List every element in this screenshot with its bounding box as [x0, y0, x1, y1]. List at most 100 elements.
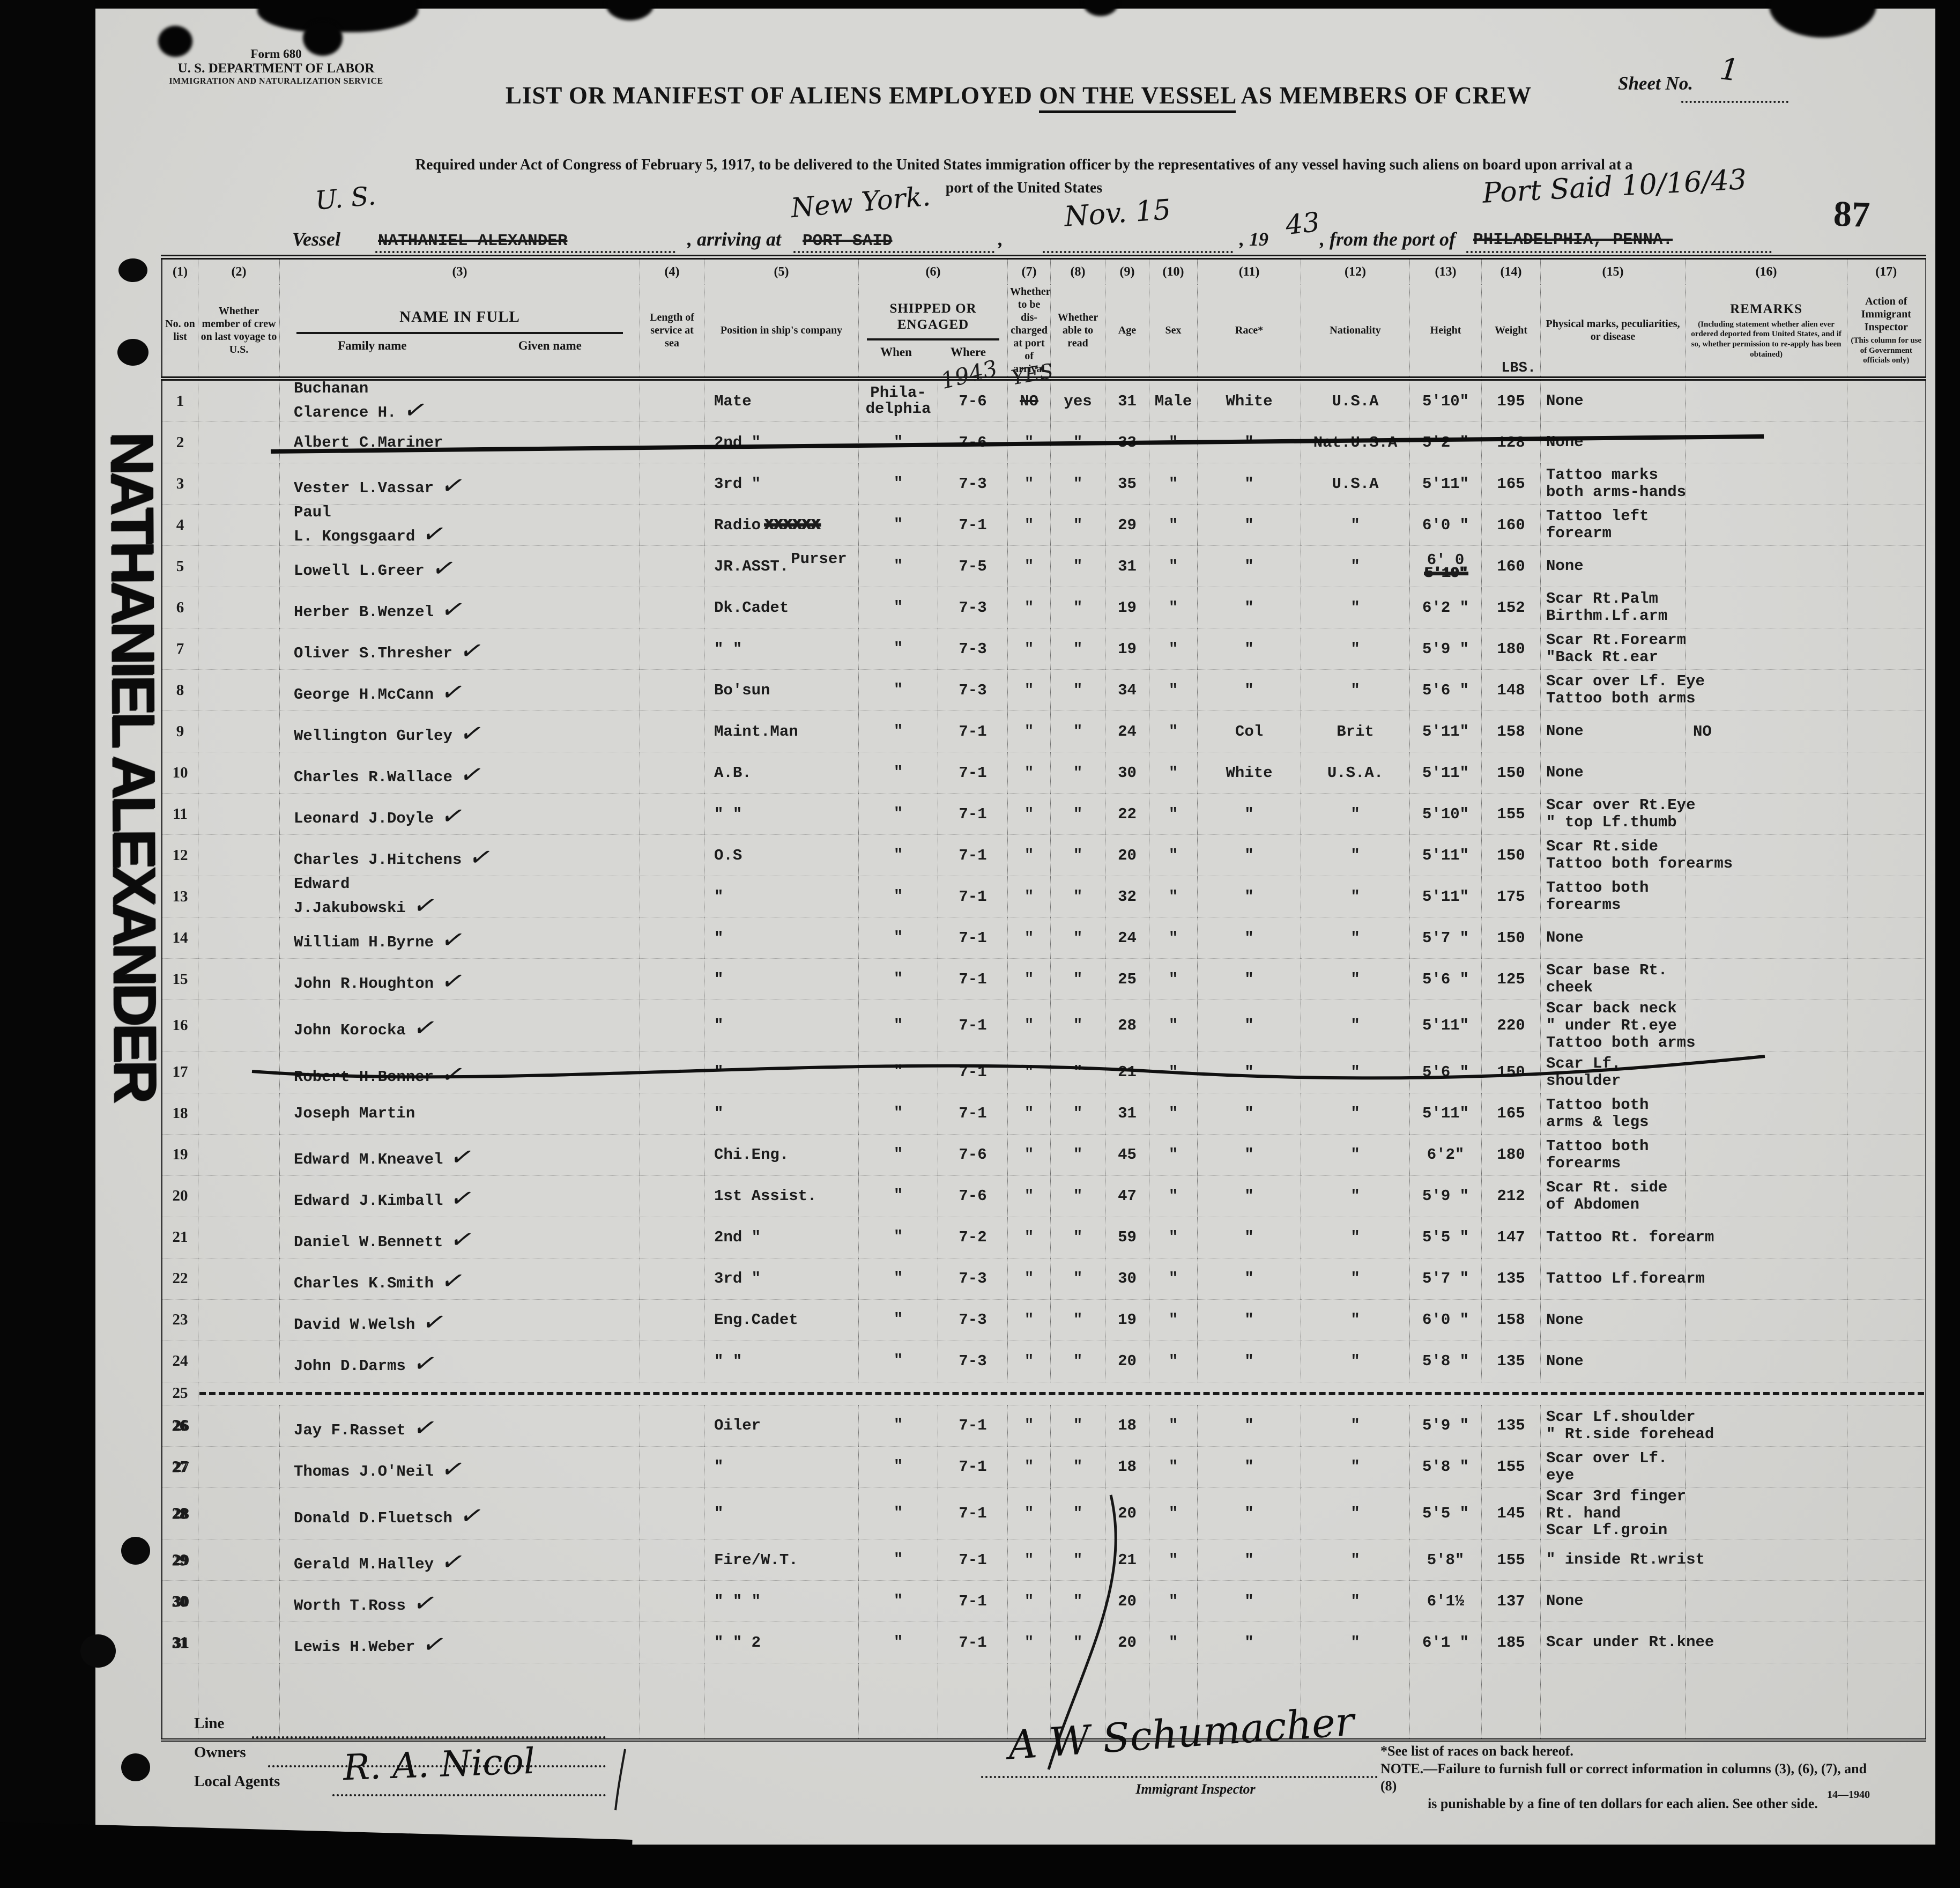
cell-able-to-read: " — [1050, 958, 1105, 1000]
cell-shipped-where: 7-3 — [938, 587, 1008, 628]
cell-row-number: 16 — [161, 999, 198, 1052]
cell-age: 19 — [1105, 628, 1149, 670]
cell-inspector-action — [1847, 999, 1926, 1052]
cell-height: 5'5 " — [1409, 1217, 1482, 1258]
cell-shipped-where: 7-3 — [938, 628, 1008, 670]
cell-nationality: " — [1301, 1299, 1410, 1341]
cell-physical-marks: Scar base Rt. cheek — [1540, 958, 1686, 1000]
manifest-row: 23 David W.Welsh ✓ Eng.Cadet " 7-3 " " 19… — [161, 1299, 1926, 1341]
cell-age: 24 — [1105, 917, 1149, 959]
manifest-row: 24 John D.Darms ✓ " " " 7-3 " " 20 " " " … — [161, 1341, 1926, 1382]
cell-able-to-read: " — [1050, 1299, 1105, 1341]
cell-age: 20 — [1105, 1487, 1149, 1539]
cell-age: 45 — [1105, 1134, 1149, 1176]
cell-physical-marks: None — [1540, 545, 1686, 587]
cell-age: 34 — [1105, 669, 1149, 711]
cell-row-number: 18 — [161, 1093, 198, 1135]
checkmark-icon: ✓ — [456, 1499, 487, 1532]
cell-physical-marks: Scar Rt.side Tattoo both forearms — [1540, 834, 1733, 876]
cell-nationality: " — [1301, 628, 1410, 670]
manifest-row: 27 Thomas J.O'Neil ✓ " " 7-1 " " 18 " " "… — [161, 1446, 1926, 1488]
cell-row-number: 28 — [161, 1487, 198, 1539]
cell-height: 5'11" — [1409, 1093, 1482, 1135]
cell-height: 6'2" — [1409, 1134, 1482, 1176]
cell-weight: 135 — [1481, 1405, 1541, 1447]
cell-nationality: U.S.A — [1301, 463, 1410, 505]
col-header-marks: Physical marks, peculiarities, or diseas… — [1540, 284, 1686, 381]
col-header-nationality: Nationality — [1301, 284, 1410, 381]
cell-position: 3rd " — [704, 1258, 859, 1300]
cell-sex: " — [1149, 1539, 1198, 1581]
col-header-length-service: Length of service at sea — [640, 284, 704, 381]
cell-length-service — [640, 463, 704, 505]
cell-position: 2nd " — [704, 1217, 859, 1258]
cell-member-last-voyage — [198, 917, 280, 959]
cell-nationality: " — [1301, 876, 1410, 917]
cell-able-to-read: " — [1050, 917, 1105, 959]
cell-nationality: " — [1301, 793, 1410, 835]
cell-discharged: " — [1007, 876, 1051, 917]
cell-shipped-where: 7-3 — [938, 463, 1008, 505]
cell-shipped-when: " — [858, 958, 938, 1000]
cell-shipped-where: 7-1 — [938, 876, 1008, 917]
cell-member-last-voyage — [198, 379, 280, 422]
cell-row-number: 24 — [161, 1341, 198, 1382]
cell-nationality: " — [1301, 545, 1410, 587]
cell-member-last-voyage — [198, 669, 280, 711]
cell-discharged: " — [1007, 669, 1051, 711]
cell-weight: 137 — [1481, 1580, 1541, 1622]
cell-discharged: " — [1007, 1580, 1051, 1622]
checkmark-icon: ✓ — [400, 394, 431, 426]
cell-inspector-action — [1847, 628, 1926, 670]
cell-shipped-when: " — [858, 1580, 938, 1622]
cell-sex: " — [1149, 710, 1198, 752]
col-num-17: (17) — [1847, 257, 1926, 284]
cell-member-last-voyage — [198, 834, 280, 876]
col-header-when: When — [880, 345, 912, 359]
cell-name: Edward J.Jakubowski ✓ — [279, 876, 640, 922]
cell-age: 24 — [1105, 710, 1149, 752]
cell-weight: 160 — [1481, 545, 1541, 587]
cell-race: " — [1197, 1622, 1301, 1663]
cell-length-service — [640, 752, 704, 794]
punch-hole — [80, 1634, 116, 1668]
cell-able-to-read: " — [1050, 545, 1105, 587]
cell-discharged: " — [1007, 1405, 1051, 1447]
checkmark-icon: ✓ — [438, 1453, 469, 1485]
cell-length-service — [640, 917, 704, 959]
cell-shipped-where: 7-1 — [938, 1446, 1008, 1488]
checkmark-icon: ✓ — [438, 676, 469, 709]
cell-shipped-when: " — [858, 834, 938, 876]
cell-able-to-read: " — [1050, 421, 1105, 463]
cell-height: 5'6 " — [1409, 958, 1482, 1000]
cell-remarks — [1685, 999, 1847, 1052]
col-header-able-to-read: Whether able to read — [1050, 284, 1105, 381]
cell-sex: " — [1149, 793, 1198, 835]
cell-discharged: " — [1007, 1487, 1051, 1539]
cell-age: 20 — [1105, 1580, 1149, 1622]
col-num-12: (12) — [1301, 257, 1410, 284]
cell-shipped-where: 7-2 — [938, 1217, 1008, 1258]
arrival-port-struck: PORT SAID — [803, 232, 893, 250]
cell-name: Paul L. Kongsgaard ✓ — [279, 504, 640, 550]
manifest-row: 26 Jay F.Rasset ✓ Oiler " 7-1 " " 18 " " … — [161, 1405, 1926, 1447]
cell-member-last-voyage — [198, 587, 280, 628]
cell-age: 30 — [1105, 1258, 1149, 1300]
cell-height: 5'8 " — [1409, 1341, 1482, 1382]
cell-sex: " — [1149, 1258, 1198, 1300]
cell-nationality: " — [1301, 917, 1410, 959]
cell-row-number: 29 — [161, 1539, 198, 1581]
cell-height: 6' 0 5'10" — [1409, 545, 1482, 587]
sheet-no-label: Sheet No. — [1618, 73, 1693, 94]
cell-length-service — [640, 545, 704, 587]
cell-remarks — [1685, 628, 1847, 670]
cell-inspector-action — [1847, 834, 1926, 876]
cell-weight: 165 — [1481, 1093, 1541, 1135]
cell-discharged: " — [1007, 421, 1051, 463]
cell-age: 31 — [1105, 379, 1149, 422]
cell-discharged: " — [1007, 1175, 1051, 1217]
cell-physical-marks: Tattoo Rt. forearm — [1540, 1217, 1714, 1258]
form-identity: Form 680 U. S. DEPARTMENT OF LABOR IMMIG… — [158, 47, 394, 87]
cell-shipped-where: 7-3 — [938, 1299, 1008, 1341]
cell-sex: " — [1149, 1299, 1198, 1341]
